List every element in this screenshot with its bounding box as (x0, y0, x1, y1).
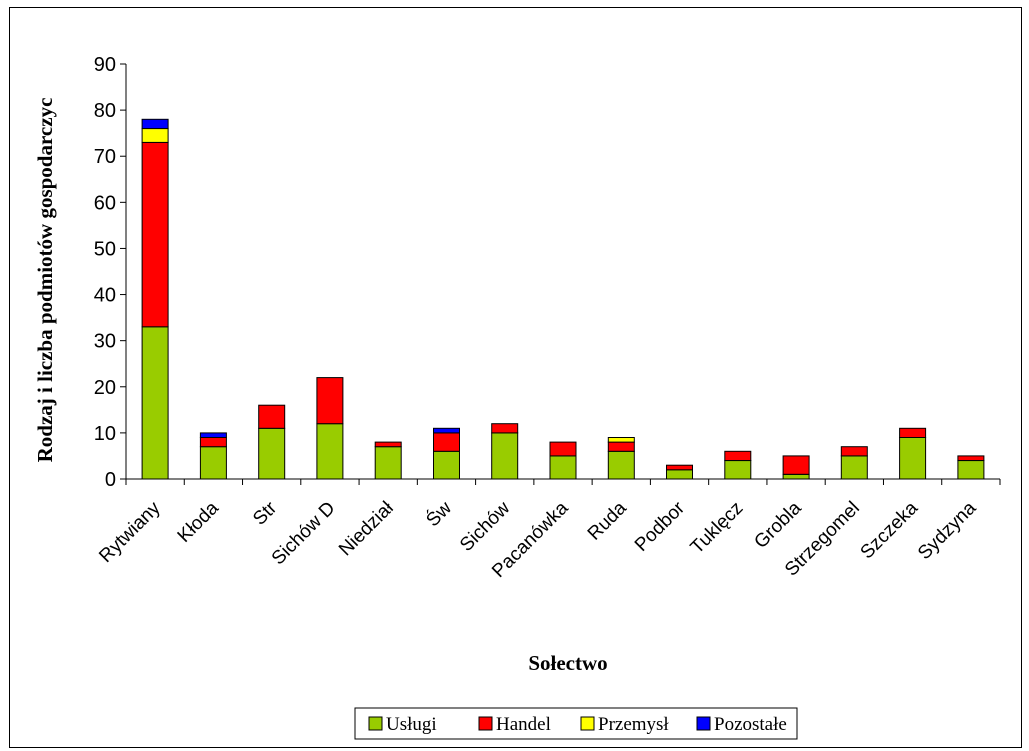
y-tick-label: 40 (94, 285, 116, 307)
legend-swatch (580, 716, 595, 731)
x-tick-label: Sydzyna (914, 497, 981, 564)
bar-segment (899, 437, 927, 480)
legend-box (354, 707, 798, 740)
x-tick-label: Tuklęcz (687, 498, 748, 559)
bar-segment (258, 404, 286, 429)
y-tick-label: 20 (94, 377, 116, 399)
bars-layer (141, 118, 985, 480)
bar-segment (491, 432, 519, 480)
y-tick-label: 70 (94, 146, 116, 168)
bar-segment (258, 427, 286, 480)
bar-segment (724, 460, 752, 480)
bar-segment (491, 423, 519, 434)
bar-segment (433, 450, 460, 480)
chart-frame (9, 7, 1022, 748)
bar-segment (199, 446, 227, 480)
x-tick-label: Grobla (750, 497, 805, 552)
bar-segment (316, 423, 344, 480)
bar-segment (316, 377, 344, 425)
bar-segment (549, 441, 577, 457)
y-tick-labels: 0 10 20 30 40 50 60 70 80 90 (94, 54, 116, 491)
x-tick-label: Ruda (584, 497, 631, 544)
axes-layer (120, 63, 1001, 485)
x-tick-label: Sichów (456, 497, 514, 555)
bar-segment (374, 441, 402, 448)
x-tick-label: Św (422, 497, 456, 531)
legend-label: Usługi (386, 714, 437, 735)
bar-segment (433, 427, 460, 434)
bar-segment (374, 446, 402, 480)
legend-label: Pozostałe (714, 714, 787, 735)
y-tick-label: 0 (105, 469, 116, 491)
bar-segment (957, 460, 985, 480)
bar-segment (840, 446, 868, 457)
x-tick-label: Str (249, 497, 281, 529)
x-tick-label: Kłoda (174, 497, 224, 547)
x-tick-label: Szczeka (857, 497, 923, 563)
y-tick-label: 60 (94, 192, 116, 214)
bar-segment (724, 450, 752, 461)
bar-segment (433, 432, 460, 452)
bar-segment (666, 464, 693, 471)
y-tick-label: 50 (94, 238, 116, 260)
legend-swatch (368, 716, 383, 731)
bar-segment (607, 450, 635, 480)
bar-segment (957, 455, 985, 461)
x-axis-title: Sołectwo (528, 651, 607, 675)
bar-segment (141, 128, 169, 143)
legend-label: Handel (496, 714, 551, 735)
bar-segment (782, 473, 810, 480)
bar-segment (782, 455, 810, 475)
y-tick-label: 10 (94, 423, 116, 445)
legend: Usługi Handel Przemysł Pozostałe (354, 707, 798, 740)
bar-segment (607, 437, 635, 443)
bar-segment (141, 141, 169, 328)
bar-segment (141, 326, 169, 480)
bar-segment (141, 118, 169, 130)
y-tick-label: 30 (94, 331, 116, 353)
bar-segment (666, 469, 693, 480)
legend-label: Przemysł (598, 714, 669, 735)
legend-swatch (478, 716, 493, 731)
y-axis-title: Rodzaj i liczba podmiotów gospodarczyc (33, 98, 57, 463)
bar-segment (199, 437, 227, 448)
x-tick-label: Sichów D (268, 498, 340, 570)
legend-swatch (696, 716, 711, 731)
x-tick-label: Niedział (335, 497, 398, 560)
y-tick-label: 90 (94, 54, 116, 76)
x-tick-label: Podbor (631, 497, 690, 556)
bar-segment (199, 432, 227, 438)
bar-segment (549, 455, 577, 480)
y-tick-label: 80 (94, 100, 116, 122)
x-tick-label: Rytwiany (95, 497, 165, 567)
bar-segment (607, 441, 635, 452)
bar-segment (899, 427, 927, 438)
bar-segment (840, 455, 868, 480)
